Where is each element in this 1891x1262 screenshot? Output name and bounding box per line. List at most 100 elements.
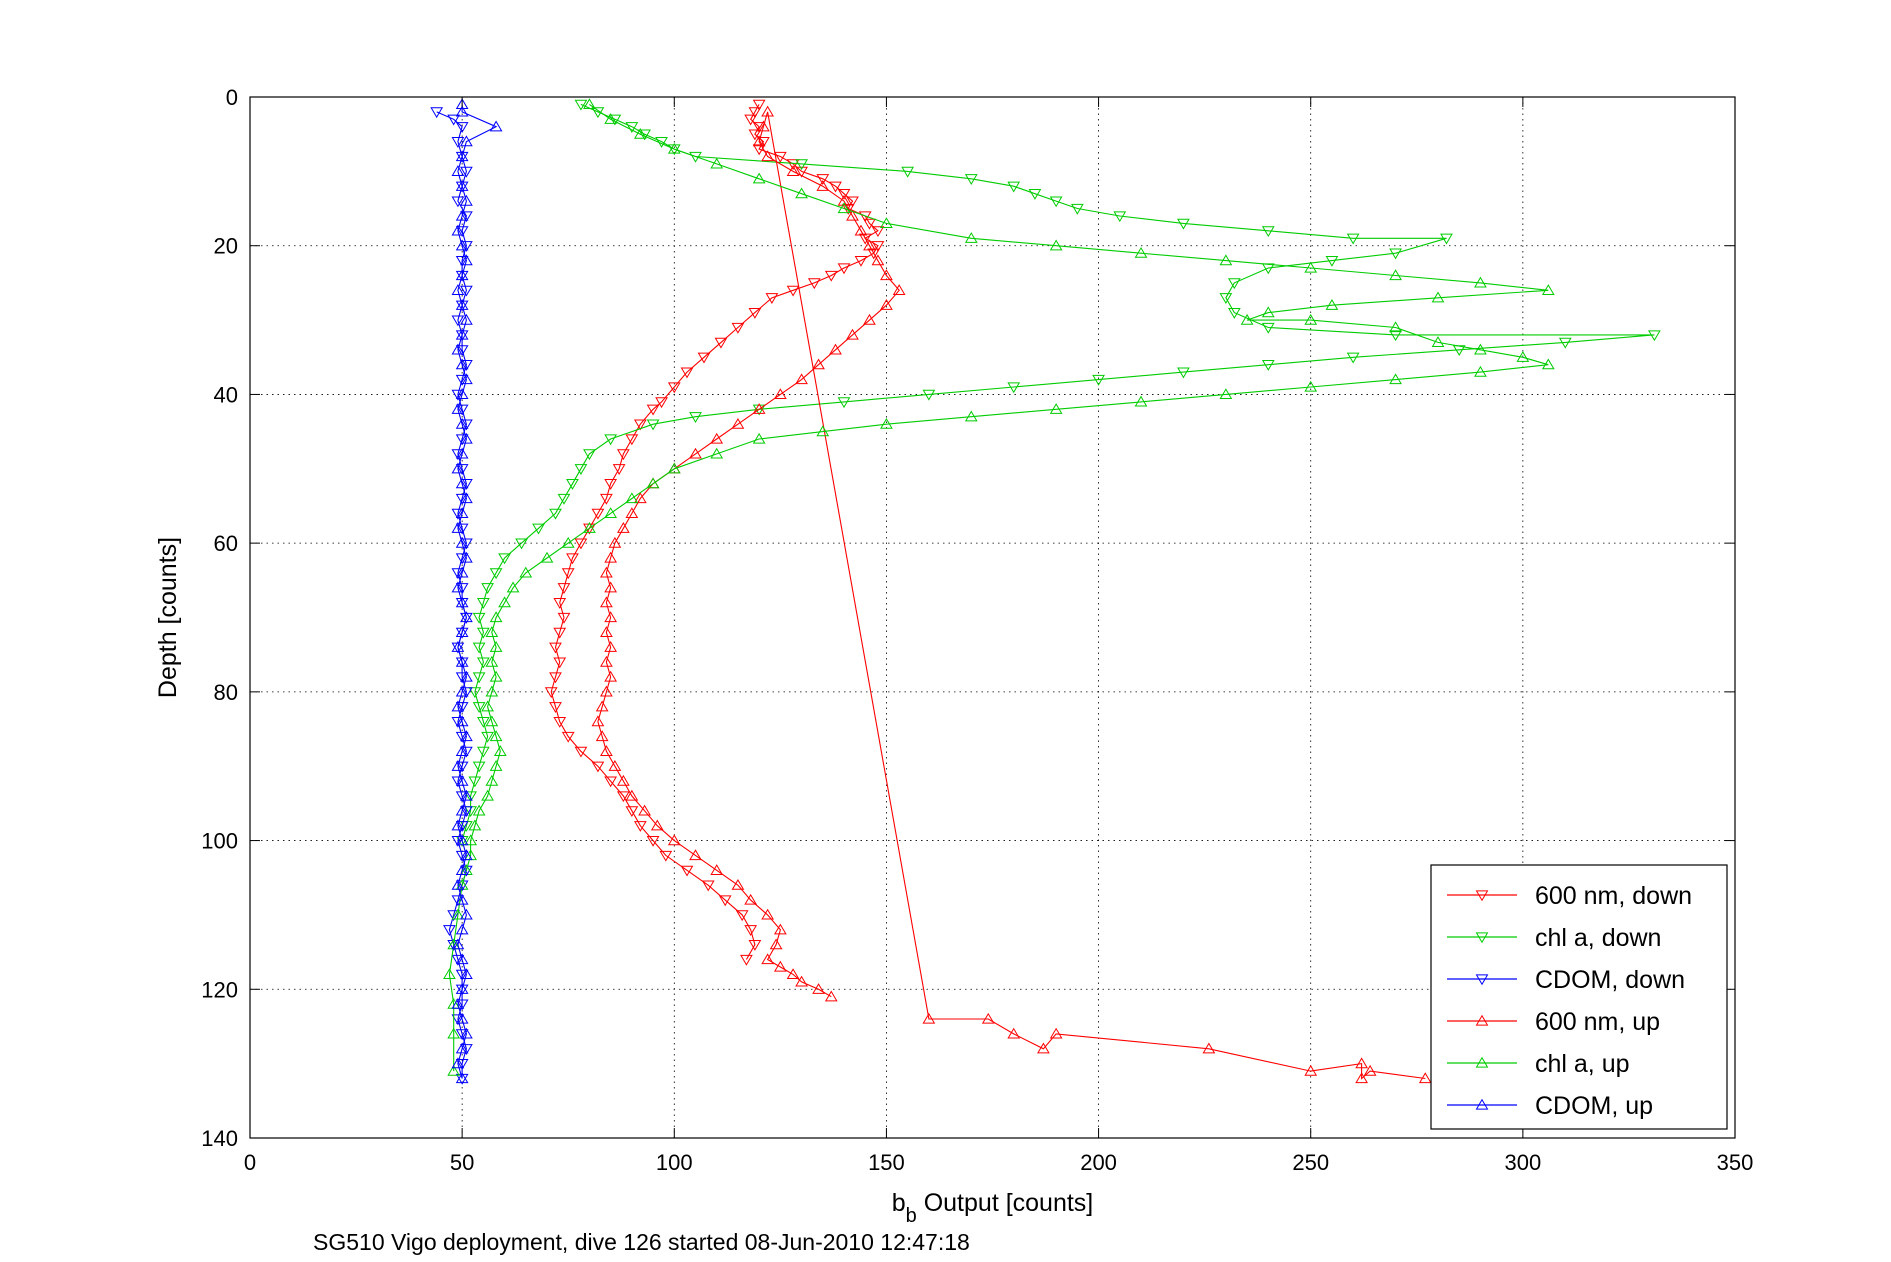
plot-area-frame	[249, 96, 1736, 1139]
data-point	[892, 284, 906, 295]
data-point	[451, 700, 465, 712]
data-point	[680, 865, 694, 877]
data-point	[752, 135, 766, 147]
data-point	[752, 144, 766, 156]
data-point	[561, 568, 575, 580]
data-point	[460, 1027, 473, 1039]
data-point	[532, 523, 545, 535]
data-point	[476, 598, 490, 609]
data-point	[795, 373, 808, 385]
data-point	[451, 760, 465, 771]
data-point	[549, 672, 562, 684]
data-point	[451, 508, 465, 520]
data-point	[731, 322, 745, 334]
data-point	[455, 983, 469, 994]
data-point	[455, 300, 469, 312]
data-point	[455, 404, 469, 416]
data-point	[455, 850, 469, 862]
data-point	[604, 776, 618, 788]
data-point	[455, 834, 469, 846]
data-point	[1389, 373, 1402, 385]
data-point	[557, 493, 571, 505]
data-point	[773, 960, 787, 972]
data-point	[455, 388, 469, 400]
data-point	[880, 269, 893, 281]
data-point	[1346, 233, 1360, 245]
data-point	[455, 685, 469, 697]
data-point	[718, 895, 732, 907]
data-point	[600, 626, 613, 637]
data-point	[616, 774, 630, 786]
data-point	[489, 568, 503, 580]
data-point	[455, 105, 469, 117]
data-point	[1648, 330, 1661, 342]
data-point	[549, 508, 562, 520]
data-point	[460, 241, 473, 252]
legend-swatch-marker	[1475, 1056, 1489, 1068]
data-point	[816, 180, 830, 191]
series-3	[591, 105, 1432, 1084]
data-point	[871, 226, 885, 238]
series-2	[430, 107, 473, 1085]
data-point	[1092, 374, 1105, 386]
data-point	[460, 492, 473, 504]
data-point	[816, 425, 830, 437]
x-axis-label-rest: Output [counts]	[917, 1189, 1094, 1217]
y-tick-label: 140	[201, 1126, 238, 1151]
data-point	[1474, 276, 1487, 288]
x-tick-label: 300	[1504, 1150, 1541, 1175]
data-point	[460, 479, 473, 490]
data-point	[1389, 248, 1402, 260]
data-point	[451, 315, 465, 327]
data-point	[1227, 308, 1241, 319]
data-point	[549, 642, 562, 654]
data-point	[455, 893, 469, 905]
data-point	[616, 791, 630, 803]
data-point	[489, 641, 503, 652]
data-point	[667, 834, 681, 846]
data-point	[612, 464, 626, 475]
data-point	[1389, 321, 1402, 333]
series-0	[544, 99, 885, 966]
data-point	[837, 194, 851, 206]
data-point	[1219, 293, 1233, 304]
data-point	[455, 774, 469, 786]
data-point	[807, 278, 821, 290]
data-point	[1049, 196, 1063, 208]
data-point	[604, 479, 618, 490]
data-point	[583, 523, 596, 535]
data-point	[786, 165, 800, 176]
data-point	[646, 419, 660, 431]
data-point	[795, 187, 808, 199]
series-1	[455, 99, 1661, 847]
data-point	[1134, 246, 1148, 258]
data-point	[460, 687, 473, 699]
data-point	[667, 382, 681, 394]
legend-swatch-marker	[1475, 974, 1489, 986]
data-point	[846, 328, 859, 340]
data-point	[1177, 218, 1190, 230]
legend-label: 600 nm, down	[1535, 882, 1692, 910]
data-point	[476, 627, 490, 639]
data-point	[608, 536, 622, 548]
data-point	[455, 657, 469, 669]
data-point	[476, 716, 490, 728]
data-point	[1219, 254, 1233, 266]
data-point	[710, 864, 724, 875]
data-point	[710, 432, 724, 444]
data-point	[786, 159, 800, 171]
data-point	[638, 804, 651, 816]
data-point	[740, 954, 753, 966]
data-point	[680, 367, 694, 379]
legend-item: 600 nm, down	[1447, 882, 1692, 910]
data-point	[489, 670, 503, 682]
data-point	[557, 612, 571, 624]
data-point	[455, 151, 469, 163]
data-point	[633, 492, 647, 504]
data-point	[710, 157, 724, 169]
data-point	[472, 702, 486, 713]
data-point	[460, 419, 473, 431]
data-point	[761, 150, 775, 162]
data-point	[451, 835, 465, 847]
